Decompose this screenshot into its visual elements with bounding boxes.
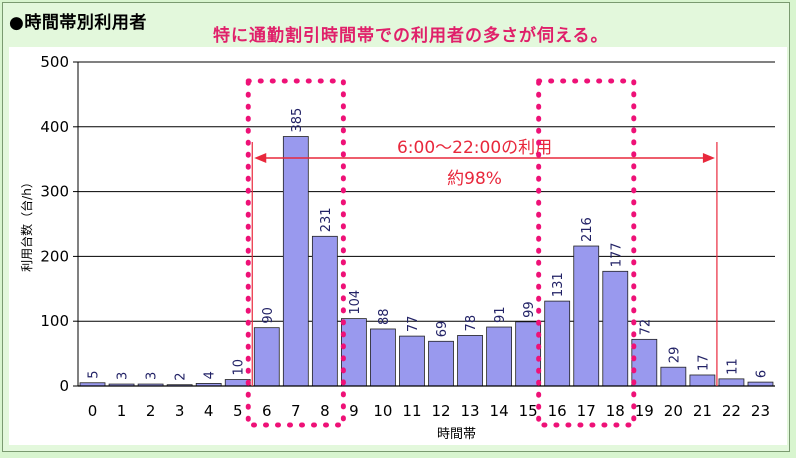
chart-title: ●時間帯別利用者	[9, 13, 147, 33]
x-tick-label-5: 5	[233, 402, 243, 420]
bar-18	[602, 270, 629, 387]
data-label-2: 3	[145, 372, 160, 380]
y-tick-label-100: 100	[40, 312, 69, 330]
x-tick-label-20: 20	[664, 402, 683, 420]
data-label-17: 216	[580, 217, 595, 242]
x-tick-label-7: 7	[291, 402, 301, 420]
x-tick-label-0: 0	[88, 402, 98, 420]
data-label-8: 231	[319, 207, 334, 232]
x-tick-label-17: 17	[577, 402, 596, 420]
data-label-9: 104	[348, 290, 363, 315]
chart-frame: ●時間帯別利用者 特に通勤割引時間帯での利用者の多さが伺える。 0 100 200 3…	[2, 2, 790, 452]
bar-17	[573, 245, 600, 387]
data-label-0: 5	[87, 370, 102, 378]
data-label-7: 385	[290, 108, 305, 133]
data-label-23: 6	[754, 370, 769, 378]
data-label-4: 4	[203, 371, 218, 379]
data-label-22: 11	[725, 358, 740, 375]
y-tick-label-500: 500	[40, 53, 69, 71]
data-label-10: 88	[377, 308, 392, 325]
x-tick-label-6: 6	[262, 402, 272, 420]
x-tick-label-18: 18	[606, 402, 625, 420]
range-arrow-head-right	[702, 153, 715, 163]
y-tick-label-0: 0	[59, 377, 69, 395]
bar-15	[515, 321, 542, 387]
data-label-20: 29	[667, 347, 682, 364]
y-axis-label: 利用台数（台/h）	[19, 176, 34, 272]
bar-21	[689, 374, 716, 387]
range-arrow-head-left	[254, 153, 267, 163]
x-tick-label-13: 13	[461, 402, 480, 420]
chart-caption: 特に通勤割引時間帯での利用者の多さが伺える。	[213, 26, 609, 46]
annotation-share-text: 約98%	[447, 169, 502, 189]
plot-area: 0 100 200 300 400 500 利用台数（台/h） 5 0 3 1 3 2 2 3 4 4 10 5 90…	[9, 47, 787, 445]
x-tick-label-14: 14	[490, 402, 509, 420]
bar-11	[399, 335, 425, 387]
bar-7	[282, 136, 309, 387]
x-tick-label-9: 9	[349, 402, 359, 420]
data-label-18: 177	[609, 242, 624, 267]
data-label-12: 69	[435, 321, 450, 338]
data-label-13: 78	[464, 315, 479, 332]
bar-chart: 0100200300400500利用台数（台/h）503132234410590…	[19, 53, 775, 442]
y-tick-label-300: 300	[40, 183, 69, 201]
x-tick-label-10: 10	[373, 402, 392, 420]
data-label-15: 99	[522, 301, 537, 318]
x-tick-label-16: 16	[548, 402, 567, 420]
bar-16	[544, 300, 571, 387]
x-tick-label-11: 11	[402, 402, 421, 420]
x-tick-label-1: 1	[117, 402, 127, 420]
x-tick-label-22: 22	[722, 402, 741, 420]
data-label-19: 72	[638, 319, 653, 336]
highlight-box-2	[536, 78, 637, 428]
bar-14	[486, 326, 512, 387]
bar-8	[311, 235, 338, 387]
data-label-21: 17	[696, 354, 711, 371]
bar-20	[660, 366, 687, 387]
data-label-3: 2	[174, 372, 189, 380]
bar-10	[370, 328, 396, 387]
bar-22	[718, 378, 745, 387]
bar-13	[457, 335, 483, 387]
data-label-5: 10	[232, 359, 247, 376]
x-axis-label: 時間帯	[437, 427, 476, 442]
annotation-range-text: 6:00～22:00の利用	[397, 138, 552, 158]
y-tick-label-400: 400	[40, 118, 69, 136]
x-tick-label-23: 23	[751, 402, 770, 420]
data-label-1: 3	[116, 372, 131, 380]
bar-6	[253, 327, 280, 387]
x-tick-label-3: 3	[175, 402, 185, 420]
x-tick-label-4: 4	[204, 402, 214, 420]
x-tick-label-21: 21	[693, 402, 712, 420]
data-label-16: 131	[551, 272, 566, 297]
data-label-6: 90	[261, 307, 276, 324]
highlight-box-1	[245, 78, 346, 428]
y-tick-label-200: 200	[40, 247, 69, 265]
data-label-14: 91	[493, 306, 508, 323]
x-tick-label-19: 19	[635, 402, 654, 420]
x-tick-label-15: 15	[519, 402, 538, 420]
bar-12	[428, 340, 454, 387]
x-tick-label-8: 8	[320, 402, 330, 420]
data-label-11: 77	[406, 316, 421, 333]
x-tick-label-12: 12	[431, 402, 450, 420]
bar-9	[341, 318, 367, 387]
x-tick-label-2: 2	[146, 402, 156, 420]
